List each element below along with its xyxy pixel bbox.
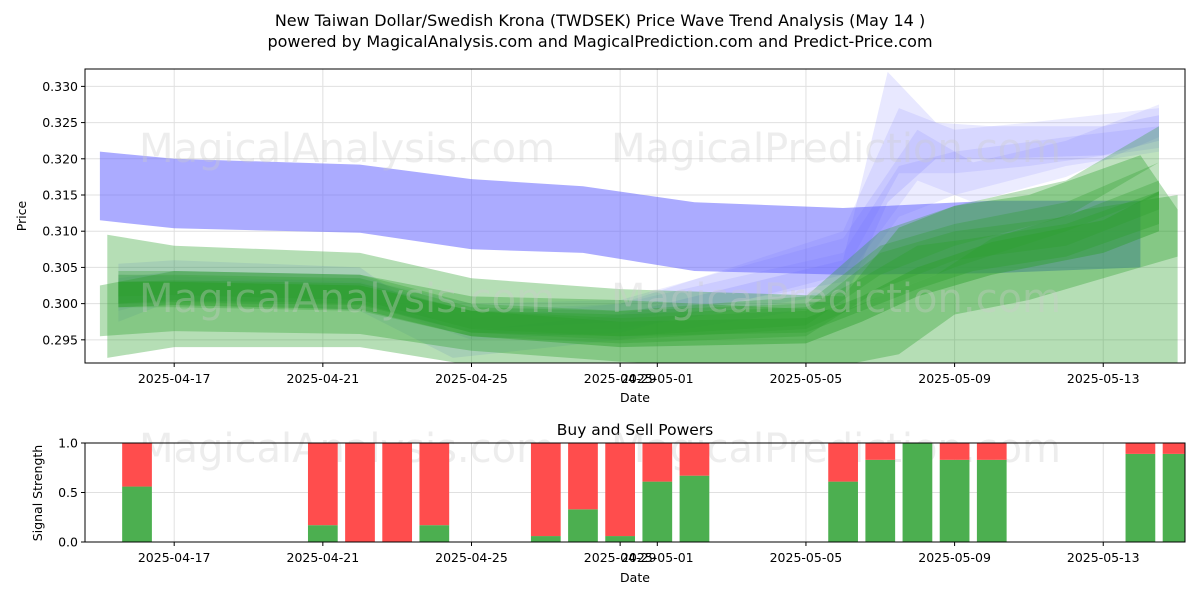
- price-band-9: [118, 180, 1159, 344]
- price-chart: MagicalAnalysis.com MagicalPrediction.co…: [14, 68, 1186, 405]
- price-band-2: [118, 71, 1159, 358]
- price-band-3: [118, 108, 1159, 340]
- price-band-10: [118, 126, 1159, 337]
- power-chart: Buy and Sell Powers MagicalAnalysis.com …: [30, 421, 1186, 585]
- price-x-axis-label: Date: [620, 390, 650, 405]
- chart-title-line1: New Taiwan Dollar/Swedish Krona (TWDSEK)…: [275, 11, 925, 30]
- price-x-tick-label: 2025-04-29: [584, 371, 657, 386]
- price-y-tick-label: 0.305: [42, 260, 78, 275]
- sell-bar: [419, 443, 450, 526]
- price-x-tick-label: 2025-05-13: [1067, 371, 1140, 386]
- buy-bar: [1125, 453, 1156, 542]
- power-axes-frame: [84, 442, 1186, 543]
- buy-bar: [976, 459, 1007, 542]
- watermark-left-mid: MagicalAnalysis.com: [139, 276, 555, 322]
- power-y-tick-label: 0.5: [58, 485, 78, 500]
- power-x-tick-label: 2025-05-13: [1067, 550, 1140, 565]
- sell-bar: [865, 443, 896, 460]
- buy-bar: [902, 443, 933, 542]
- sell-bar: [642, 443, 673, 482]
- price-x-tick-label: 2025-04-17: [138, 371, 211, 386]
- sell-bar: [1162, 443, 1185, 454]
- buy-bar: [530, 536, 561, 542]
- price-band-4: [118, 104, 1159, 329]
- sell-bar: [1125, 443, 1156, 454]
- power-x-tick-label: 2025-04-17: [138, 550, 211, 565]
- price-ticks: 2025-04-17 2025-04-21 2025-04-25 2025-04-29…: [42, 79, 1139, 386]
- power-y-axis-label: Signal Strength: [30, 445, 45, 541]
- price-x-tick-label: 2025-05-01: [621, 371, 694, 386]
- price-bands: [99, 71, 1178, 363]
- price-y-tick-label: 0.310: [42, 224, 78, 239]
- power-y-tick-label: 0.0: [58, 535, 78, 550]
- price-y-tick-label: 0.330: [42, 79, 78, 94]
- price-y-axis-label: Price: [14, 200, 29, 231]
- sell-bar: [605, 443, 635, 537]
- buy-bar: [419, 525, 450, 542]
- buy-bar: [865, 459, 896, 542]
- price-y-tick-label: 0.320: [42, 151, 78, 166]
- buy-bar: [828, 481, 858, 542]
- power-x-axis-label: Date: [620, 570, 650, 585]
- price-y-tick-label: 0.325: [42, 115, 78, 130]
- price-x-tick-label: 2025-04-21: [287, 371, 360, 386]
- buy-bar: [939, 459, 970, 542]
- price-axes-frame: [84, 68, 1186, 364]
- power-ticks: 2025-04-17 2025-04-21 2025-04-25 2025-04-29…: [58, 436, 1139, 566]
- price-x-tick-label: 2025-04-25: [435, 371, 508, 386]
- watermark-right-top: MagicalPrediction.com: [611, 126, 1061, 172]
- buy-bar: [679, 475, 710, 542]
- price-band-8: [118, 162, 1159, 340]
- sell-bar: [345, 443, 375, 542]
- price-band-7: [107, 155, 1178, 363]
- price-y-tick-label: 0.295: [42, 332, 78, 347]
- price-band-11: [118, 191, 1159, 337]
- price-band-1: [99, 151, 1141, 275]
- sell-bar: [828, 443, 858, 482]
- price-x-tick-label: 2025-05-05: [770, 371, 843, 386]
- sell-bar: [568, 443, 598, 510]
- power-x-tick-label: 2025-05-01: [621, 550, 694, 565]
- sell-bar: [530, 443, 561, 537]
- buy-bar: [642, 481, 673, 542]
- power-x-tick-label: 2025-04-25: [435, 550, 508, 565]
- power-x-tick-label: 2025-04-21: [287, 550, 360, 565]
- sell-bar: [976, 443, 1007, 460]
- chart-title-line2: powered by MagicalAnalysis.com and Magic…: [267, 32, 932, 51]
- watermark-right-mid: MagicalPrediction.com: [611, 276, 1061, 322]
- power-x-tick-label: 2025-05-09: [918, 550, 991, 565]
- buy-bar: [307, 525, 338, 542]
- power-bars: [122, 443, 1185, 542]
- price-band-12: [118, 191, 1159, 348]
- buy-bar: [605, 536, 635, 542]
- price-x-tick-label: 2025-05-09: [918, 371, 991, 386]
- sell-bar: [122, 443, 152, 487]
- sell-bar: [939, 443, 970, 460]
- buy-bar: [122, 486, 152, 542]
- buy-bar: [1162, 453, 1185, 542]
- power-y-tick-label: 1.0: [58, 436, 78, 451]
- price-band-5: [118, 126, 1159, 333]
- power-x-tick-label: 2025-04-29: [584, 550, 657, 565]
- sell-bar: [679, 443, 710, 476]
- price-band-6: [99, 195, 1178, 363]
- buy-bar: [568, 509, 598, 542]
- price-y-tick-label: 0.300: [42, 296, 78, 311]
- sell-bar: [382, 443, 413, 542]
- sell-bar: [307, 443, 338, 526]
- price-y-tick-label: 0.315: [42, 188, 78, 203]
- power-x-tick-label: 2025-05-05: [770, 550, 843, 565]
- watermark-left-top: MagicalAnalysis.com: [139, 126, 555, 172]
- power-chart-title: Buy and Sell Powers: [557, 421, 714, 439]
